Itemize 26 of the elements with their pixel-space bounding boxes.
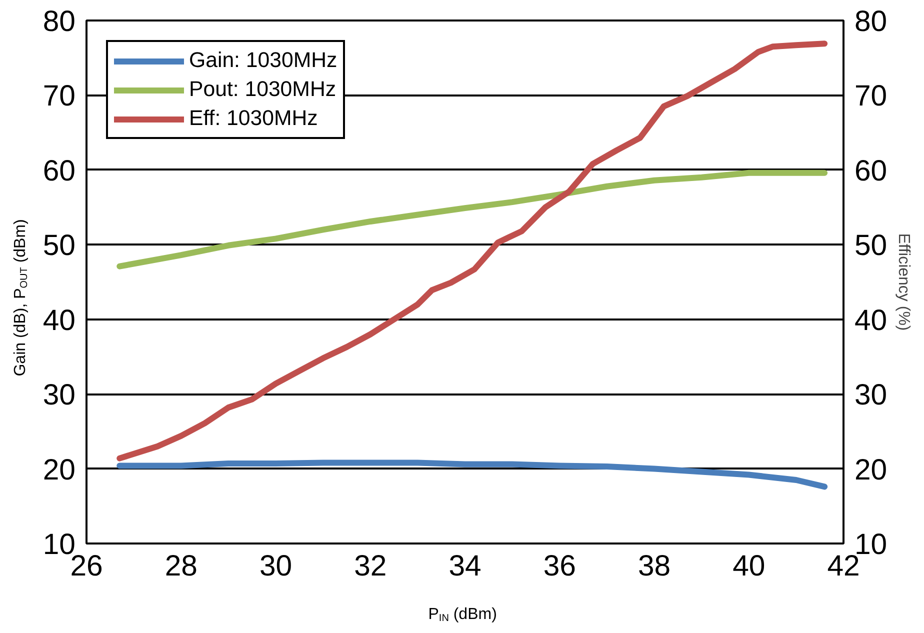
- y2-tick-label: 20: [854, 453, 888, 486]
- y-tick-label: 70: [42, 80, 76, 113]
- y2-tick-label: 80: [854, 5, 888, 38]
- x-tick-label: 32: [354, 550, 387, 582]
- legend-label: Eff: 1030MHz: [189, 106, 318, 131]
- x-tick-label: 36: [543, 550, 576, 582]
- y2-tick-label: 30: [854, 378, 888, 412]
- y2-tick-label: 50: [854, 229, 888, 262]
- legend-label: Pout: 1030MHz: [189, 77, 336, 102]
- y-tick-label: 20: [42, 453, 76, 486]
- x-tick-label: 34: [448, 550, 482, 582]
- x-tick-label: 38: [638, 550, 671, 582]
- y-axis-title: Gain (dB), POUT (dBm): [12, 219, 30, 376]
- y2-tick-label: 70: [854, 80, 888, 113]
- y-tick-label: 50: [42, 229, 76, 262]
- x-tick-label: 30: [259, 550, 292, 582]
- y-tick-label: 40: [42, 304, 76, 337]
- y2-tick-label: 40: [854, 304, 888, 337]
- legend-label: Gain: 1030MHz: [189, 48, 338, 73]
- x-tick-label: 40: [732, 550, 766, 582]
- y-tick-label: 30: [42, 378, 76, 412]
- x-tick-label: 28: [164, 550, 198, 582]
- y2-axis-title: Efficiency (%): [895, 233, 912, 331]
- y-tick-label: 60: [42, 154, 76, 188]
- y2-tick-label: 60: [854, 154, 888, 188]
- y-tick-label: 80: [42, 5, 76, 38]
